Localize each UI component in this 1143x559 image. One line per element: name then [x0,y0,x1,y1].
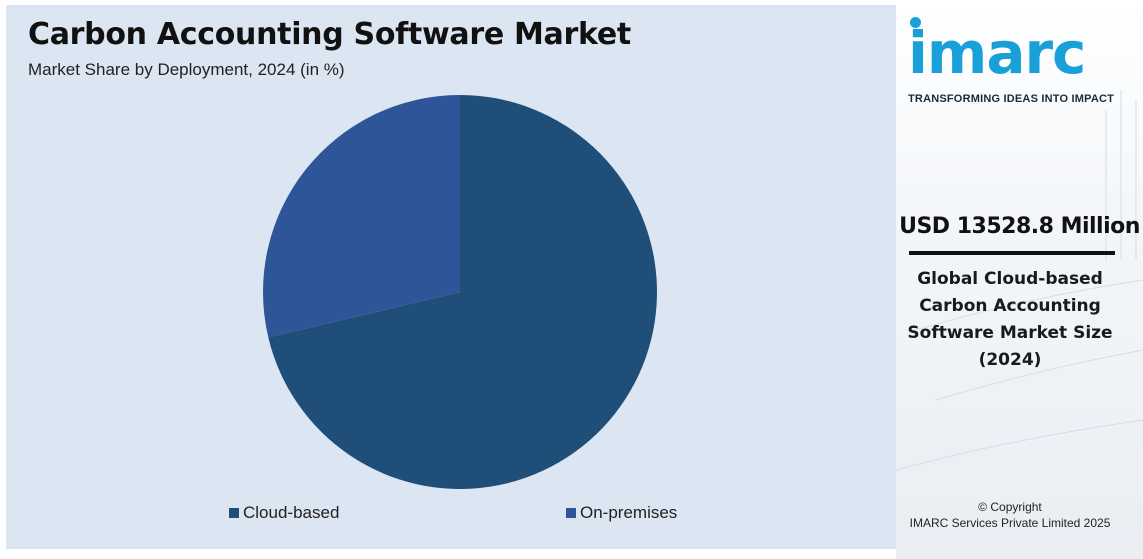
divider-bar [909,251,1115,255]
legend-swatch-cloud-based [229,508,239,518]
legend-item-cloud-based: Cloud-based [229,503,339,523]
chart-title: Carbon Accounting Software Market [28,17,631,52]
logo-tagline: TRANSFORMING IDEAS INTO IMPACT [908,93,1115,105]
imarc-logo: imarc [908,19,1086,87]
chart-subtitle: Market Share by Deployment, 2024 (in %) [28,60,345,79]
legend-label-cloud-based: Cloud-based [243,503,340,522]
side-panel: imarc TRANSFORMING IDEAS INTO IMPACT USD… [896,0,1143,559]
chart-panel: Carbon Accounting Software Market Market… [6,5,896,549]
copyright-line-1: © Copyright [978,500,1042,514]
pie-slice-cloud-based [268,95,657,489]
legend-label-on-premises: On-premises [580,503,678,522]
pie-chart [263,95,657,489]
copyright-line-2: IMARC Services Private Limited 2025 [909,516,1111,530]
legend-swatch-on-premises [566,508,576,518]
background-decoration [896,90,1143,471]
market-size-value: USD 13528.8 Million [899,214,1140,239]
copyright: © Copyright IMARC Services Private Limit… [896,499,1124,531]
market-size-description: Global Cloud-based Carbon Accounting Sof… [907,269,1113,370]
logo-dot [910,17,921,28]
legend-item-on-premises: On-premises [566,503,677,523]
pie-slice-on-premises [263,95,460,338]
